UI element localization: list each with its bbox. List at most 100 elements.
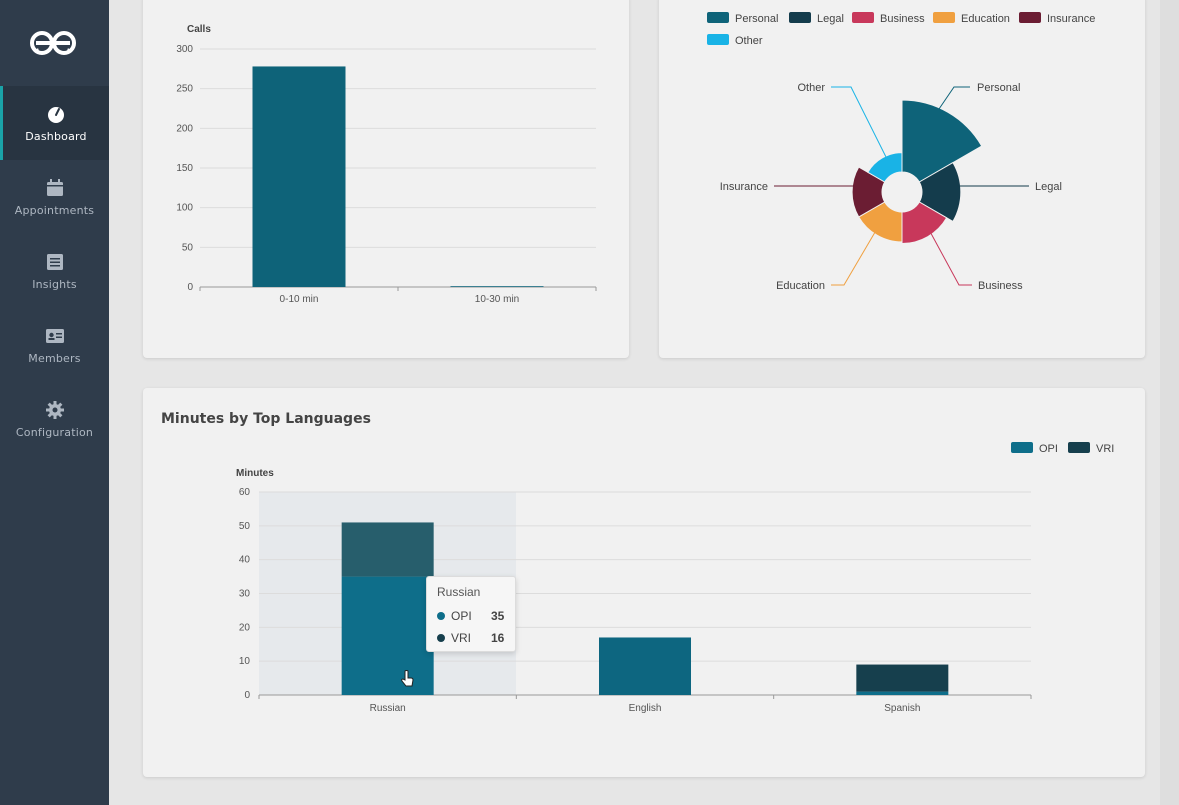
app-logo-icon[interactable] [28,28,80,58]
segment-insurance [851,166,886,218]
callout-label-education: Education [776,280,825,292]
callout-line [831,86,888,160]
bar-0-10min [252,66,346,287]
legend-label: Business [880,13,925,25]
legend-swatch [933,12,955,23]
gauge-icon [48,107,64,123]
sidebar-item-label: Appointments [14,204,95,217]
segment-business [901,201,948,245]
y-tick-label: 10 [239,656,251,667]
y-tick-label: 20 [239,622,251,633]
legend-item-opi: OPI [1011,442,1058,455]
calls-y-axis-title: Calls [187,24,211,35]
sidebar-item-appointments[interactable]: Appointments [0,160,109,234]
legend-swatch [1011,442,1033,453]
callout-line [926,225,972,286]
category-chart-card: Personal Legal Business Education Insurance O… [659,0,1145,358]
y-tick-label: 0 [244,690,250,701]
legend-label: VRI [1096,443,1114,455]
tooltip-series-value: 16 [491,631,505,645]
tooltip-series-name: OPI [451,609,472,623]
callout-label-business: Business [978,280,1023,292]
legend-item-insurance: Insurance [1019,12,1095,25]
tooltip-row-opi: OPI 35 [437,605,505,627]
bar-10-30min [450,286,544,287]
y-tick-label: 40 [239,555,251,566]
legend-label: Insurance [1047,13,1095,25]
languages-stacked-bar-chart: Minutes OPI VRI 60 50 40 30 20 10 0 Russian Engli… [236,442,1114,714]
legend-label: Other [735,35,763,47]
legend-label: Personal [735,13,778,25]
bar-russian-opi [341,576,434,695]
x-tick-label: Russian [370,703,406,714]
legend-swatch [852,12,874,23]
y-tick-label: 200 [176,123,193,134]
legend-item-personal: Personal [707,12,778,25]
bar-spanish-vri [856,664,949,692]
legend-item-vri: VRI [1068,442,1114,455]
legend-swatch [707,12,729,23]
minutes-y-axis-title: Minutes [236,468,274,479]
callout-line [831,221,882,286]
sidebar-item-configuration[interactable]: Configuration [0,382,109,456]
calendar-icon [46,179,63,196]
legend-item-business: Business [852,12,925,25]
tooltip-series-value: 35 [491,609,505,623]
y-tick-label: 30 [239,589,251,600]
sidebar-item-label: Insights [32,278,77,291]
sidebar-item-label: Configuration [15,426,94,439]
y-tick-label: 50 [239,521,251,532]
sidebar: Dashboard Appointments Insights Members [0,0,109,805]
category-polar-chart: Personal Legal Business Education Insurance O… [707,12,1095,292]
x-tick-label: English [629,703,662,714]
legend-label: OPI [1039,443,1058,455]
segment-education [858,201,903,243]
tooltip-title: Russian [437,585,481,599]
y-tick-label: 50 [182,242,194,253]
segment-personal [901,99,983,183]
bar-russian-vri [341,522,434,577]
y-tick-label: 60 [239,487,251,498]
legend-swatch [789,12,811,23]
sidebar-item-insights[interactable]: Insights [0,234,109,308]
legend-item-legal: Legal [789,12,844,25]
segment-other [867,152,903,183]
y-tick-label: 100 [176,203,193,214]
callout-label-other: Other [797,82,825,94]
x-tick-label: 0-10 min [280,294,319,305]
x-tick-label: 10-30 min [475,294,519,305]
series-dot [437,612,445,620]
scrollbar-track[interactable] [1160,0,1179,805]
x-tick-label: Spanish [884,703,920,714]
callout-line [938,86,970,110]
bar-spanish-opi [856,691,949,695]
gear-icon [45,401,64,419]
callout-label-legal: Legal [1035,181,1062,193]
legend-label: Education [961,13,1010,25]
tooltip-row-vri: VRI 16 [437,627,505,649]
sidebar-item-label: Dashboard [25,130,87,143]
bar-english-opi [599,637,691,695]
mouse-pointer-icon [401,670,414,687]
chart-tooltip: Russian OPI 35 VRI 16 [426,576,516,652]
card-title: Minutes by Top Languages [161,411,371,427]
list-icon [46,254,63,270]
callout-label-insurance: Insurance [720,181,768,193]
sidebar-item-dashboard[interactable]: Dashboard [0,86,109,160]
y-tick-label: 0 [187,282,193,293]
legend-swatch [1019,12,1041,23]
callout-label-personal: Personal [977,82,1020,94]
segment-legal [918,161,962,223]
legend-swatch [1068,442,1090,453]
y-tick-label: 300 [176,44,193,55]
legend-item-education: Education [933,12,1010,25]
sidebar-item-label: Members [28,352,81,365]
languages-chart-card: Minutes by Top Languages Minutes OPI VRI … [143,388,1145,777]
legend-swatch [707,34,729,45]
sidebar-item-members[interactable]: Members [0,308,109,382]
tooltip-series-name: VRI [451,631,472,645]
y-tick-label: 150 [176,163,193,174]
calls-chart-card: Calls 300 250 200 150 100 50 0 0-10 min 10-30 mi… [143,0,629,358]
calls-bar-chart: Calls 300 250 200 150 100 50 0 0-10 min 10-30 mi… [176,24,597,305]
id-card-icon [45,329,64,343]
